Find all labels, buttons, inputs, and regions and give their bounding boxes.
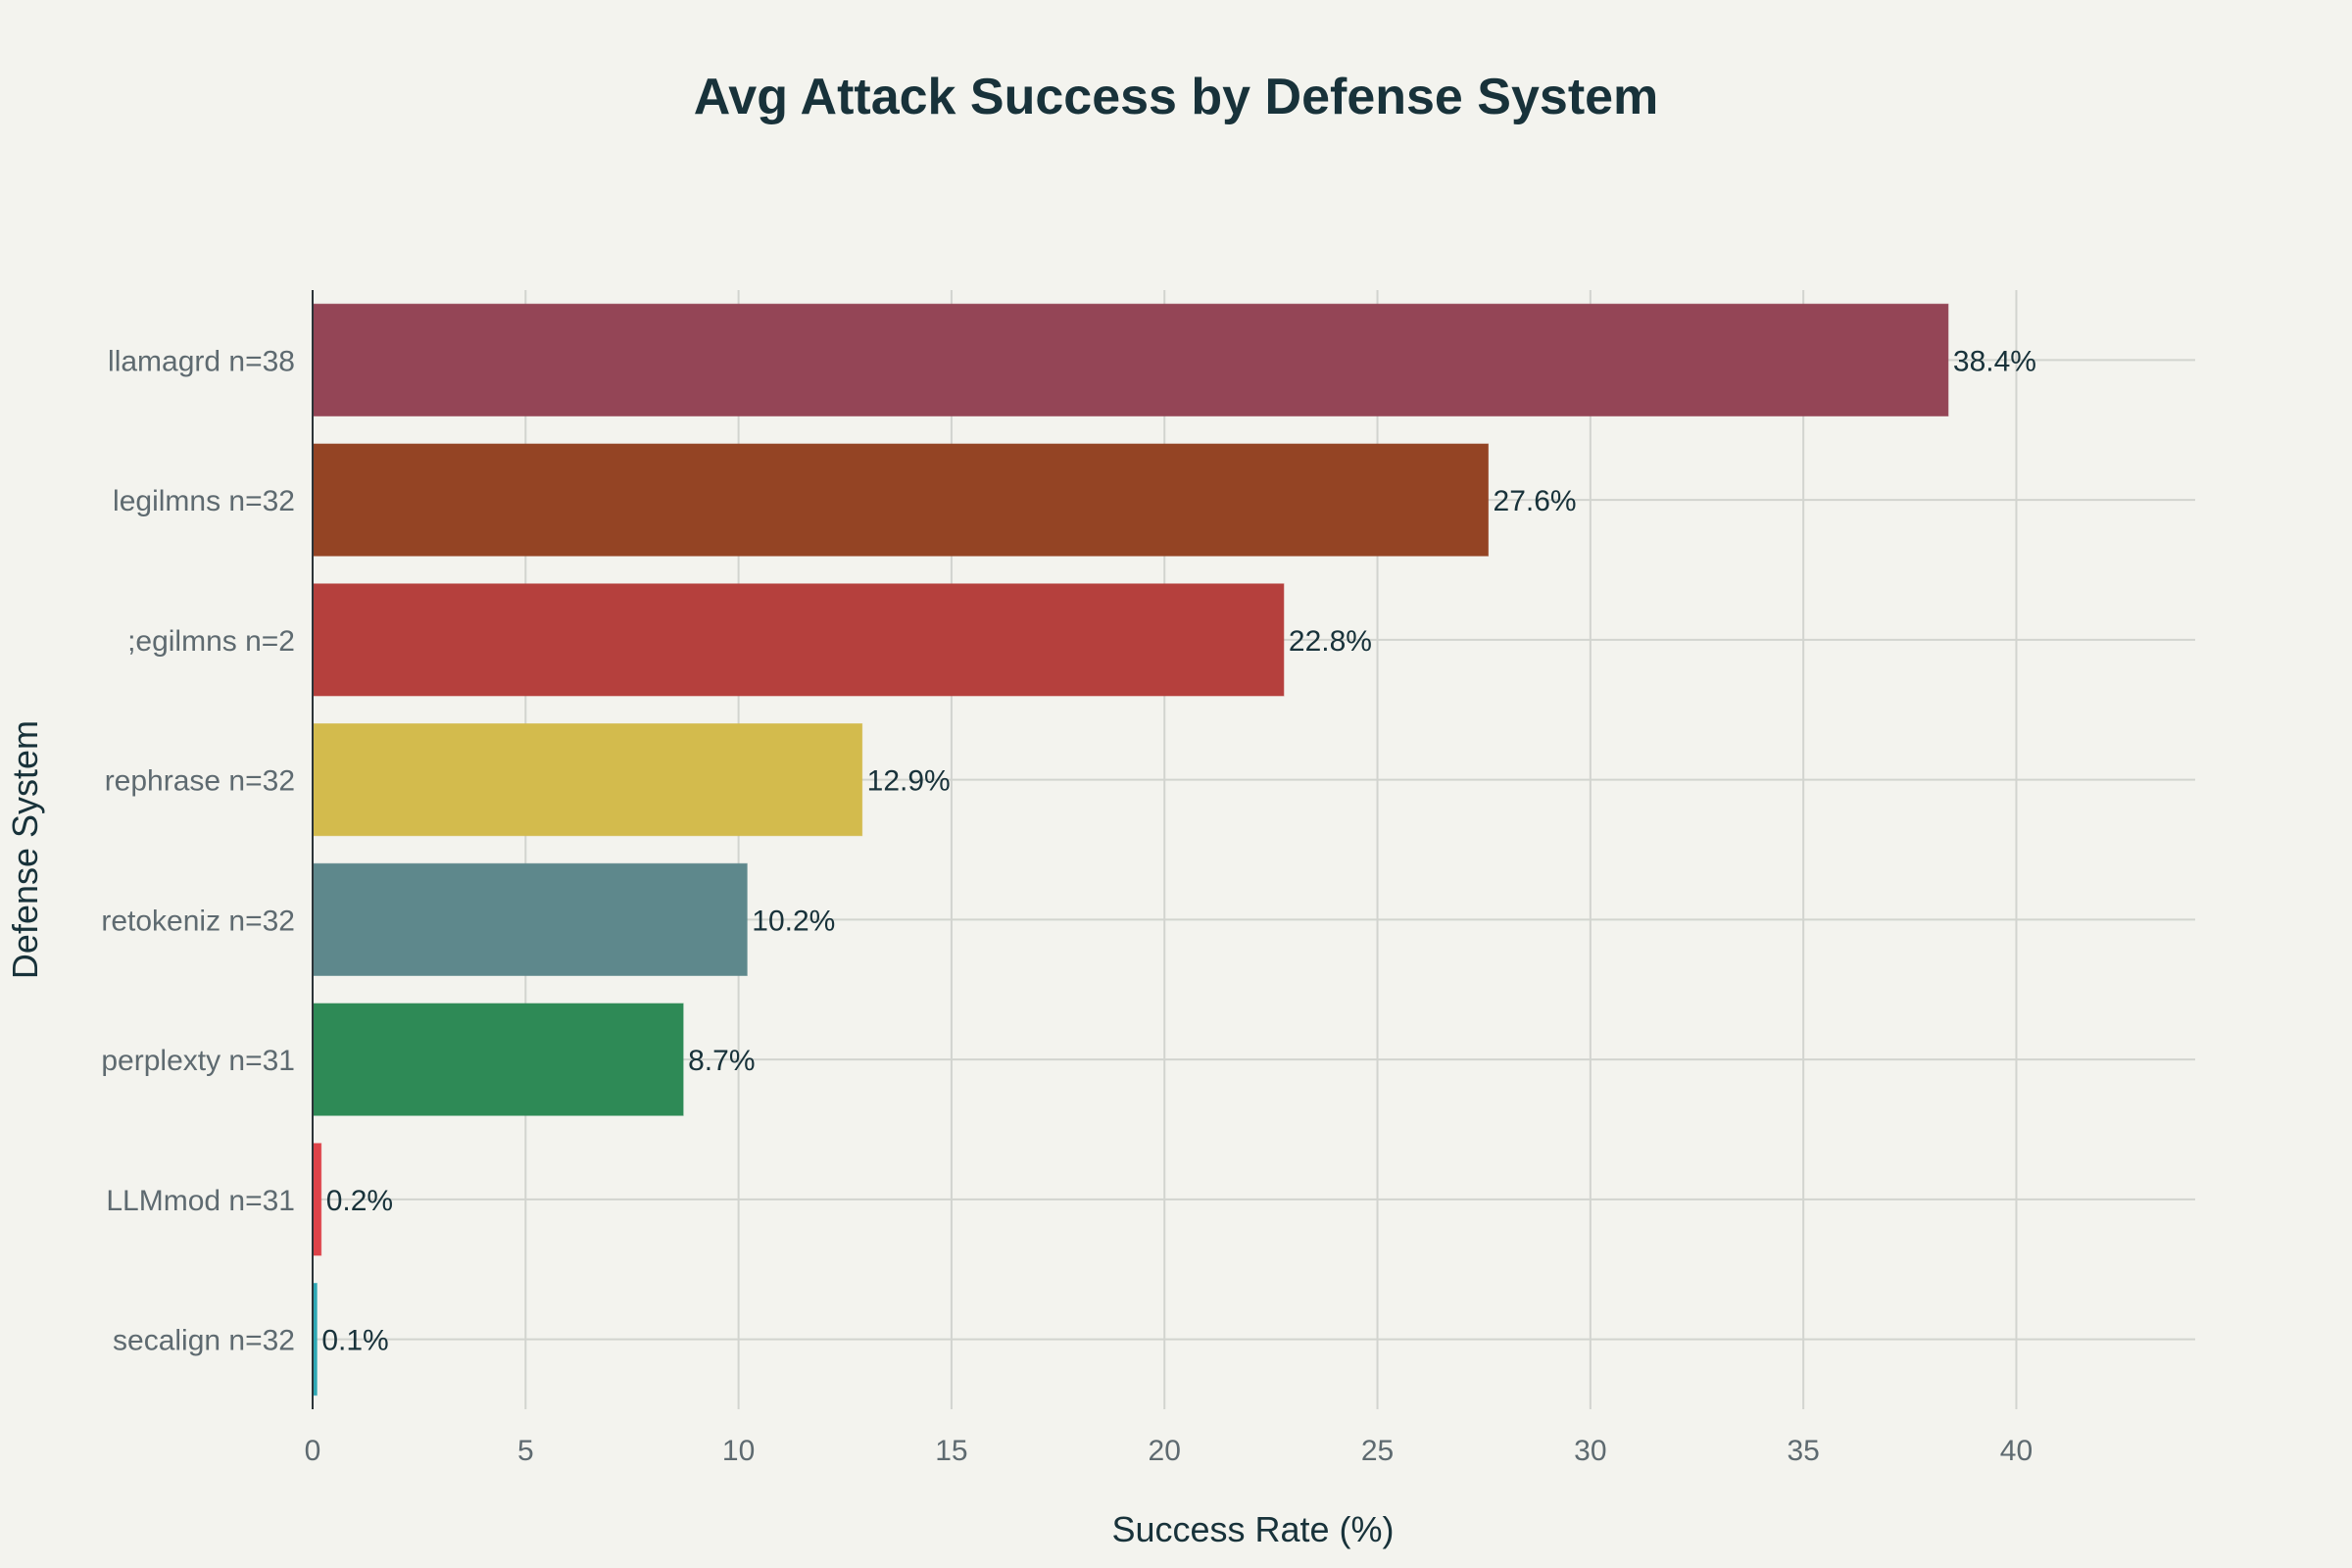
x-tick-label: 15: [935, 1435, 967, 1467]
x-tick-label: 30: [1574, 1435, 1606, 1467]
bars: [312, 303, 1949, 1396]
x-tick-label: 40: [2000, 1435, 2033, 1467]
chart-title: Avg Attack Success by Defense System: [694, 69, 1659, 125]
data-label: 0.1%: [321, 1325, 388, 1357]
y-tick-label: ;egilmns n=2: [127, 625, 295, 658]
data-label: 0.2%: [326, 1185, 393, 1217]
x-tick-label: 10: [722, 1435, 755, 1467]
data-label: 12.9%: [867, 765, 951, 798]
bar: [312, 443, 1490, 557]
bar: [312, 1003, 684, 1116]
y-tick-label: LLMmod n=31: [106, 1185, 295, 1217]
x-tick-label: 35: [1787, 1435, 1819, 1467]
data-label: 38.4%: [1953, 345, 2036, 377]
x-tick-label: 20: [1149, 1435, 1181, 1467]
y-tick-label: perplexty n=31: [101, 1045, 295, 1077]
y-tick-label: rephrase n=32: [105, 765, 295, 798]
bar: [312, 723, 863, 837]
y-axis-title: Defense System: [5, 720, 45, 979]
y-axis-ticks: llamagrd n=38 legilmns n=32 ;egilmns n=2 re…: [101, 345, 295, 1356]
y-tick-label: llamagrd n=38: [108, 345, 295, 377]
bar: [312, 1143, 322, 1256]
x-tick-label: 0: [305, 1435, 321, 1467]
bar: [312, 583, 1285, 697]
x-tick-label: 25: [1361, 1435, 1394, 1467]
y-tick-label: secalign n=32: [113, 1325, 295, 1357]
bar: [312, 862, 748, 976]
y-tick-label: retokeniz n=32: [101, 905, 295, 937]
y-tick-label: legilmns n=32: [113, 485, 295, 517]
x-axis-ticks: 0 5 10 15 20 25 30 35 40: [305, 1435, 2033, 1467]
data-label: 22.8%: [1289, 625, 1372, 658]
x-tick-label: 5: [517, 1435, 534, 1467]
data-label: 10.2%: [752, 905, 835, 937]
data-labels: 38.4% 27.6% 22.8% 12.9% 10.2% 8.7% 0.2% 0.1%: [321, 345, 2036, 1356]
data-label: 27.6%: [1494, 485, 1577, 517]
bar: [312, 303, 1949, 416]
x-axis-title: Success Rate (%): [1111, 1509, 1394, 1549]
data-label: 8.7%: [688, 1045, 755, 1077]
